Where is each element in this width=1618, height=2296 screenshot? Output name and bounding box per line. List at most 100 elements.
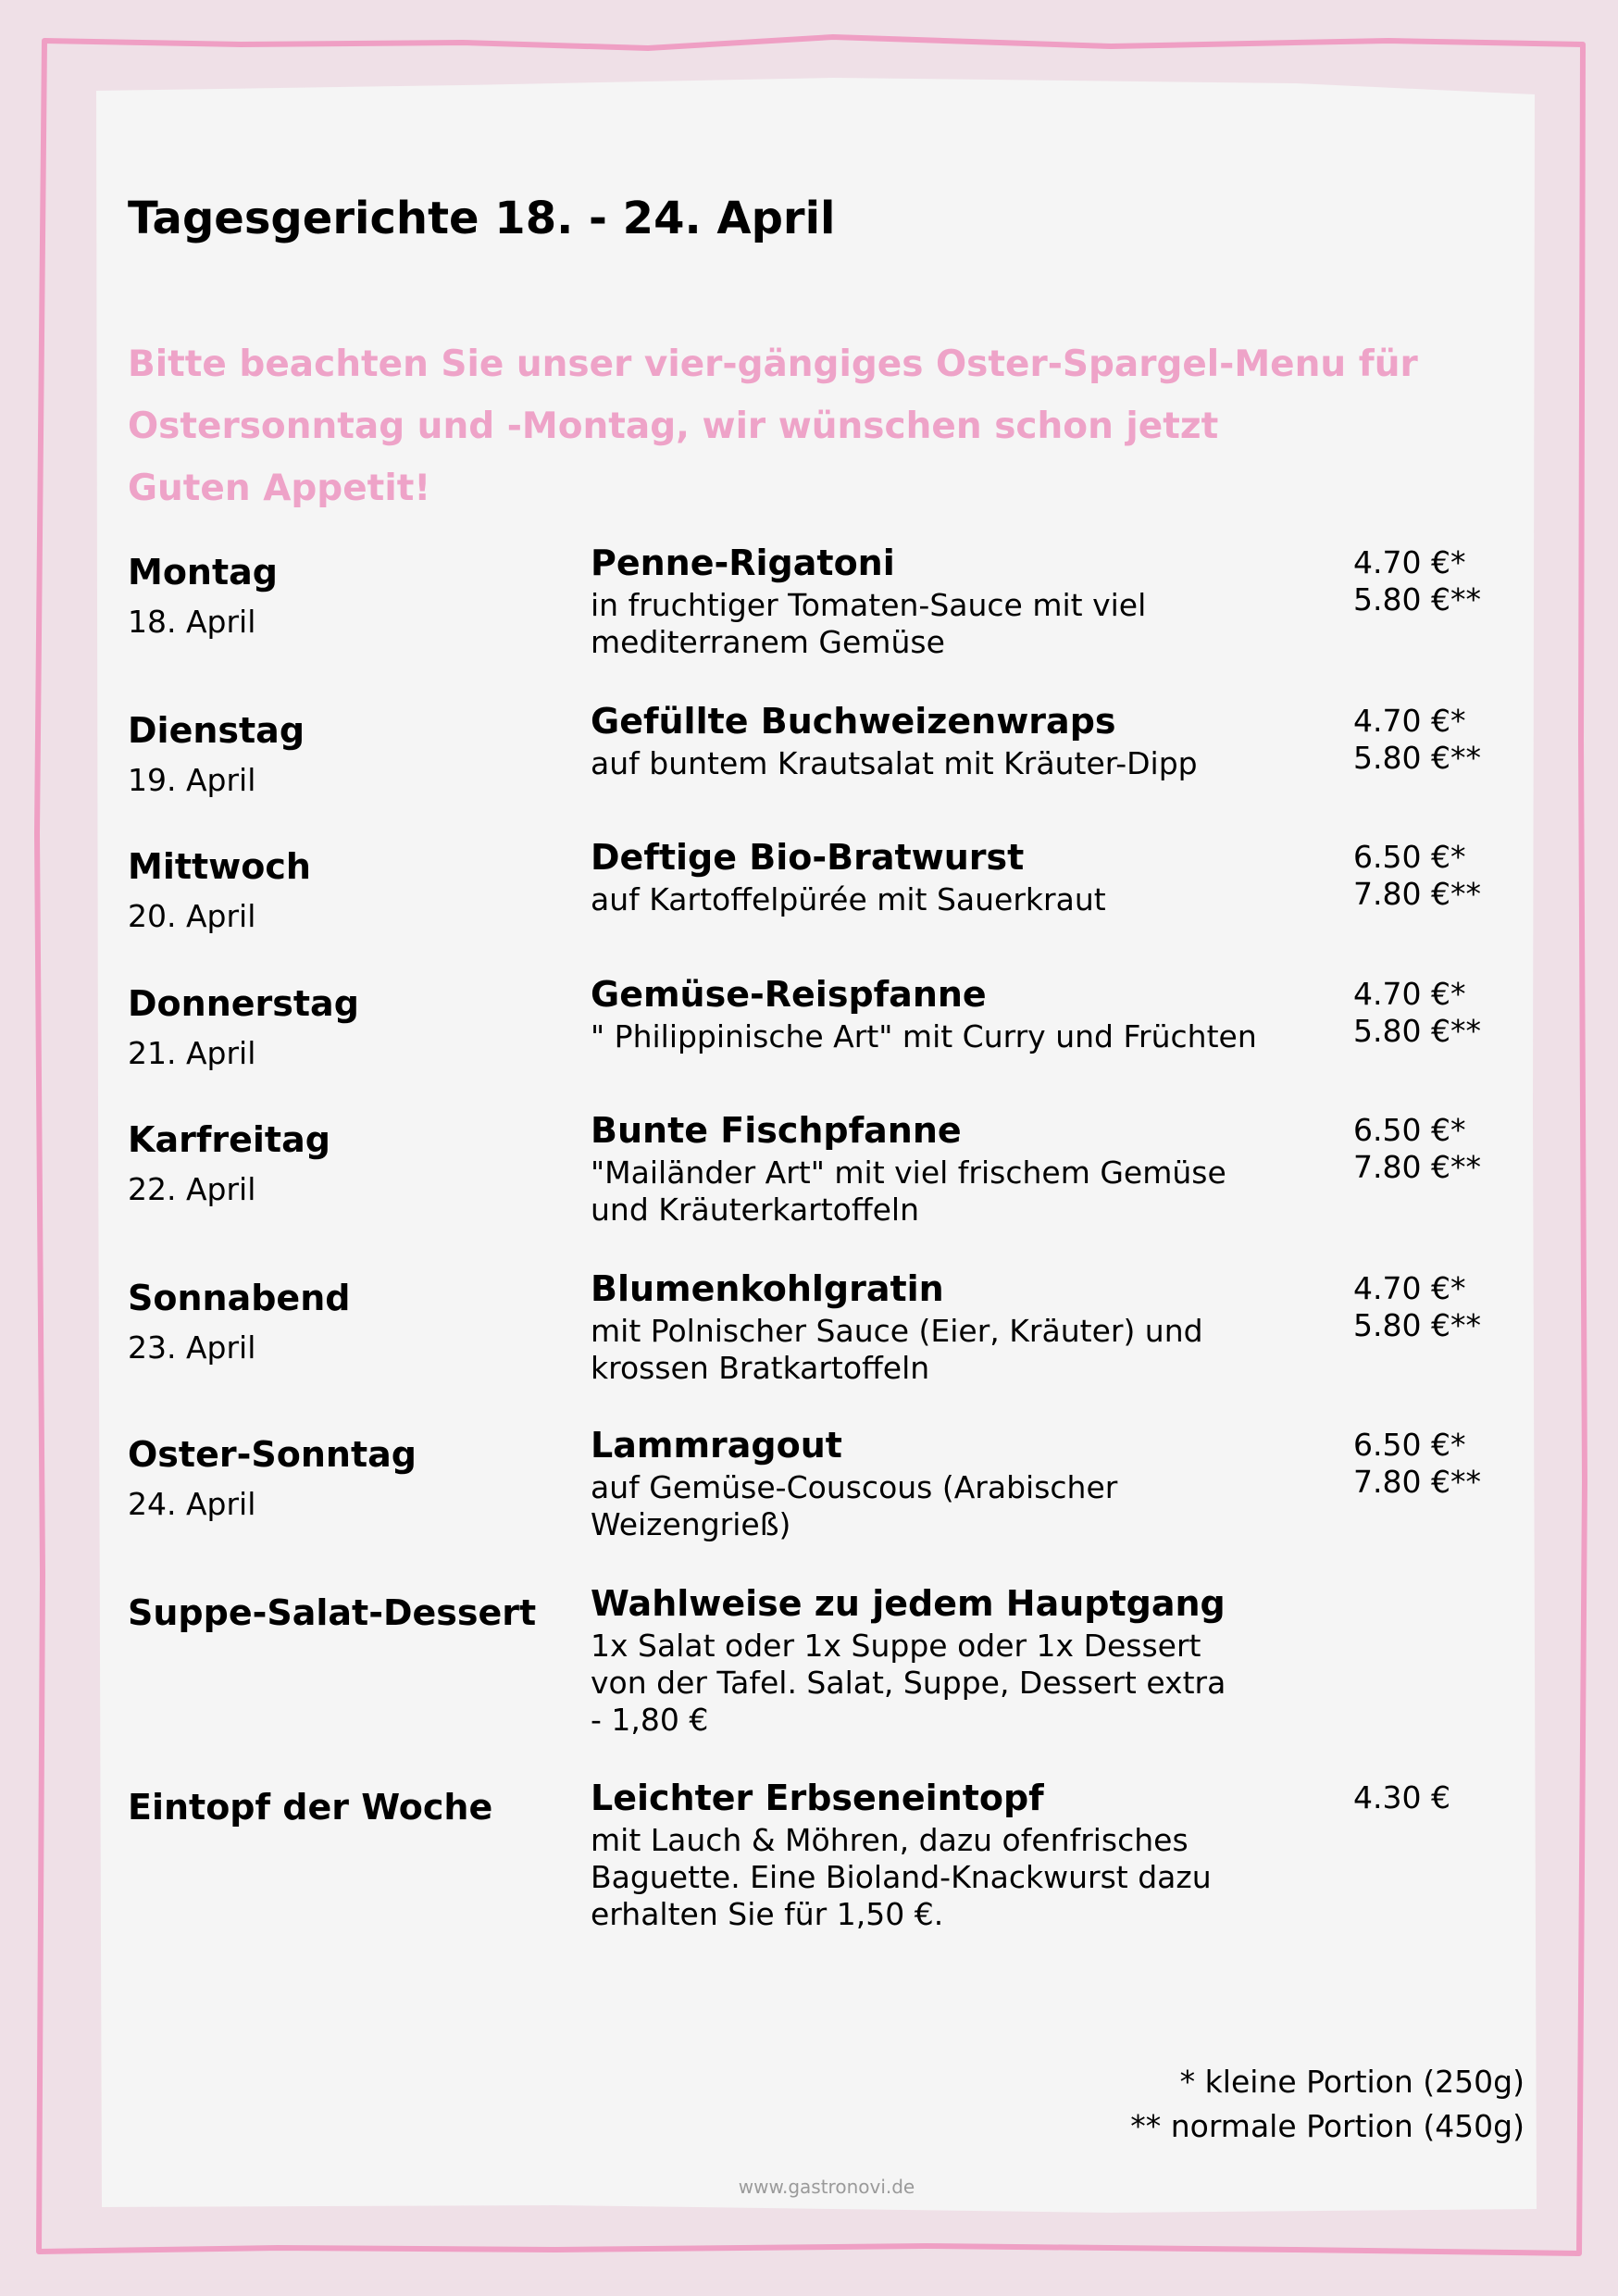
- description-line: und Kräuterkartoffeln: [591, 1192, 919, 1228]
- dish-name: Bunte Fischpfanne: [591, 1110, 962, 1151]
- dish-prices: 6.50 €* 7.80 €**: [1353, 1112, 1481, 1186]
- description-line: Baguette. Eine Bioland-Knackwurst dazu: [591, 1859, 1212, 1895]
- footnote-small: * kleine Portion (250g): [1179, 2064, 1525, 2100]
- dish-description: in fruchtiger Tomaten-Sauce mit viel medi…: [591, 587, 1146, 661]
- website-link[interactable]: www.gastronovi.de: [738, 2176, 915, 2198]
- menu-dish: Leichter Erbseneintopf mit Lauch & Möhren…: [591, 1778, 1212, 1933]
- dish-prices: 4.70 €* 5.80 €**: [1353, 976, 1481, 1050]
- description-line: Weizengrieß): [591, 1506, 791, 1542]
- dish-prices: 4.30 €: [1353, 1779, 1450, 1816]
- menu-dish: Wahlweise zu jedem Hauptgang 1x Salat ode…: [591, 1583, 1226, 1739]
- description-line: 1x Salat oder 1x Suppe oder 1x Dessert: [591, 1628, 1201, 1664]
- day-name: Suppe-Salat-Dessert: [128, 1592, 537, 1633]
- price: 4.70 €*: [1353, 544, 1466, 580]
- menu-day: Mittwoch 20. April: [128, 846, 311, 934]
- dish-name: Lammragout: [591, 1425, 842, 1466]
- price: 4.70 €*: [1353, 976, 1466, 1012]
- description-line: auf Kartoffelpürée mit Sauerkraut: [591, 881, 1106, 917]
- menu-day: Oster-Sonntag 24. April: [128, 1434, 417, 1522]
- dish-prices: 4.70 €* 5.80 €**: [1353, 544, 1481, 618]
- menu-dish: Penne-Rigatoni in fruchtiger Tomaten-Sauc…: [591, 543, 1146, 661]
- description-line: erhalten Sie für 1,50 €.: [591, 1896, 944, 1932]
- dish-description: "Mailänder Art" mit viel frischem Gemüse…: [591, 1154, 1226, 1229]
- menu-dish: Gefüllte Buchweizenwraps auf buntem Kraut…: [591, 701, 1198, 782]
- day-date: 23. April: [128, 1329, 256, 1366]
- day-date: 24. April: [128, 1486, 256, 1522]
- dish-name: Wahlweise zu jedem Hauptgang: [591, 1583, 1226, 1624]
- description-line: mit Lauch & Möhren, dazu ofenfrisches: [591, 1822, 1189, 1858]
- dish-name: Deftige Bio-Bratwurst: [591, 837, 1025, 878]
- page-title: Tagesgerichte 18. - 24. April: [128, 193, 836, 244]
- day-name: Sonnabend: [128, 1278, 351, 1318]
- menu-dish: Lammragout auf Gemüse-Couscous (Arabische…: [591, 1425, 1117, 1543]
- price: 7.80 €**: [1353, 1464, 1481, 1500]
- day-name: Dienstag: [128, 710, 305, 751]
- description-line: - 1,80 €: [591, 1702, 709, 1738]
- day-name: Mittwoch: [128, 846, 311, 887]
- dish-prices: 4.70 €* 5.80 €**: [1353, 703, 1481, 777]
- day-name: Montag: [128, 552, 278, 593]
- description-line: " Philippinische Art" mit Curry und Früc…: [591, 1018, 1257, 1054]
- menu-day: Montag 18. April: [128, 552, 278, 640]
- day-name: Oster-Sonntag: [128, 1434, 417, 1475]
- menu-day: Dienstag 19. April: [128, 710, 305, 798]
- menu-day: Suppe-Salat-Dessert: [128, 1592, 536, 1633]
- price: 6.50 €*: [1353, 839, 1466, 875]
- day-date: 20. April: [128, 898, 256, 934]
- day-date: 21. April: [128, 1035, 256, 1071]
- menu-day: Karfreitag 22. April: [128, 1119, 330, 1207]
- description-line: auf Gemüse-Couscous (Arabischer: [591, 1469, 1118, 1505]
- dish-description: 1x Salat oder 1x Suppe oder 1x Dessert vo…: [591, 1628, 1226, 1739]
- menu-day: Sonnabend 23. April: [128, 1278, 350, 1366]
- description-line: mediterranem Gemüse: [591, 624, 945, 660]
- description-line: "Mailänder Art" mit viel frischem Gemüse: [591, 1154, 1226, 1191]
- dish-description: auf Kartoffelpürée mit Sauerkraut: [591, 881, 1106, 918]
- dish-description: mit Polnischer Sauce (Eier, Kräuter) und…: [591, 1313, 1203, 1387]
- menu-dish: Blumenkohlgratin mit Polnischer Sauce (Ei…: [591, 1268, 1203, 1387]
- menu-day: Donnerstag 21. April: [128, 983, 359, 1071]
- menu-dish: Gemüse-Reispfanne " Philippinische Art" m…: [591, 974, 1257, 1055]
- dish-prices: 4.70 €* 5.80 €**: [1353, 1270, 1481, 1344]
- easter-notice: Bitte beachten Sie unser vier-gängiges O…: [128, 333, 1418, 519]
- day-date: 18. April: [128, 604, 256, 640]
- price: 6.50 €*: [1353, 1427, 1466, 1463]
- menu-dish: Deftige Bio-Bratwurst auf Kartoffelpürée …: [591, 837, 1106, 918]
- dish-prices: 6.50 €* 7.80 €**: [1353, 1427, 1481, 1501]
- notice-line: Guten Appetit!: [128, 468, 431, 509]
- dish-description: auf buntem Krautsalat mit Kräuter-Dipp: [591, 745, 1198, 782]
- price: 4.70 €*: [1353, 1270, 1466, 1306]
- price: 4.30 €: [1353, 1779, 1450, 1816]
- price: 5.80 €**: [1353, 1307, 1481, 1343]
- menu-dish: Bunte Fischpfanne "Mailänder Art" mit vie…: [591, 1110, 1226, 1229]
- price: 6.50 €*: [1353, 1112, 1466, 1148]
- dish-name: Blumenkohlgratin: [591, 1268, 944, 1309]
- dish-name: Leichter Erbseneintopf: [591, 1778, 1044, 1818]
- dish-name: Gemüse-Reispfanne: [591, 974, 987, 1015]
- footnote-normal: ** normale Portion (450g): [1130, 2108, 1525, 2144]
- description-line: auf buntem Krautsalat mit Kräuter-Dipp: [591, 745, 1198, 781]
- dish-name: Gefüllte Buchweizenwraps: [591, 701, 1116, 742]
- pink-border: [34, 34, 1587, 2256]
- dish-description: " Philippinische Art" mit Curry und Früc…: [591, 1018, 1257, 1055]
- menu-day: Eintopf der Woche: [128, 1787, 492, 1828]
- notice-line: Ostersonntag und -Montag, wir wünschen s…: [128, 406, 1219, 447]
- price: 5.80 €**: [1353, 581, 1481, 618]
- notice-line: Bitte beachten Sie unser vier-gängiges O…: [128, 343, 1418, 385]
- price: 5.80 €**: [1353, 740, 1481, 776]
- dish-name: Penne-Rigatoni: [591, 543, 895, 583]
- day-name: Donnerstag: [128, 983, 359, 1024]
- day-date: 19. April: [128, 762, 256, 798]
- dish-description: auf Gemüse-Couscous (Arabischer Weizengri…: [591, 1469, 1117, 1543]
- portion-footnotes: * kleine Portion (250g) ** normale Porti…: [1130, 2060, 1525, 2149]
- dish-prices: 6.50 €* 7.80 €**: [1353, 839, 1481, 913]
- price: 7.80 €**: [1353, 876, 1481, 912]
- price: 4.70 €*: [1353, 703, 1466, 739]
- day-name: Eintopf der Woche: [128, 1787, 493, 1828]
- description-line: in fruchtiger Tomaten-Sauce mit viel: [591, 587, 1147, 623]
- price: 7.80 €**: [1353, 1149, 1481, 1185]
- day-date: 22. April: [128, 1171, 256, 1207]
- day-name: Karfreitag: [128, 1119, 330, 1160]
- paper-sheet: [96, 78, 1537, 2213]
- price: 5.80 €**: [1353, 1013, 1481, 1049]
